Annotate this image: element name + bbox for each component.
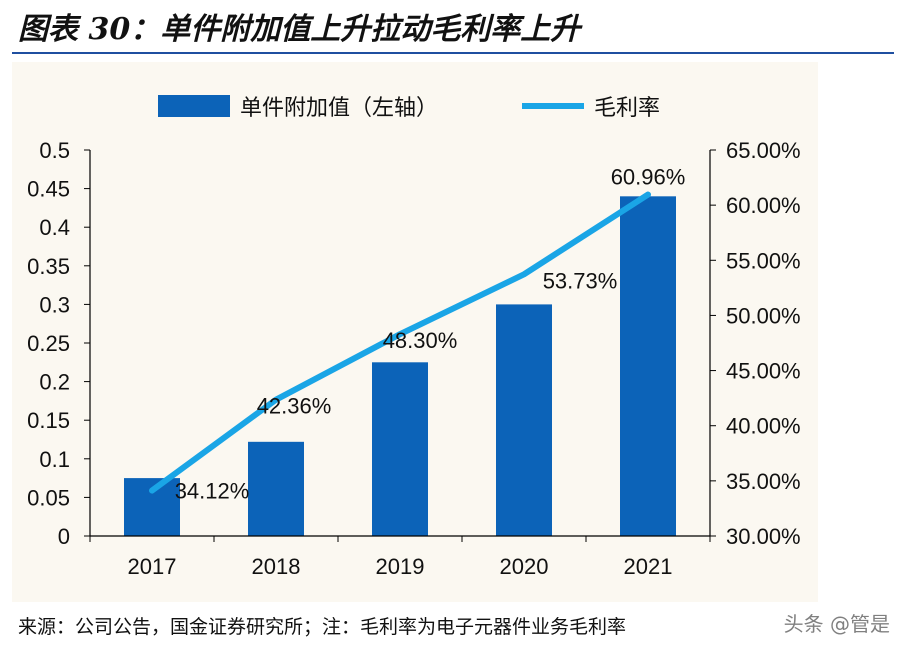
line-gross-margin [149, 191, 651, 494]
right-tick-label: 60.00% [726, 193, 801, 218]
bar-2021 [620, 196, 676, 536]
x-tick-label-2020: 2020 [500, 554, 549, 579]
left-tick-label: 0.4 [39, 215, 70, 240]
figure-title: 图表 30：单件附加值上升拉动毛利率上升 [18, 12, 581, 47]
left-tick-label: 0.15 [27, 408, 70, 433]
right-tick-label: 35.00% [726, 469, 801, 494]
x-tick-label-2017: 2017 [128, 554, 177, 579]
title-divider [12, 52, 894, 54]
source-note: 来源：公司公告，国金证券研究所；注：毛利率为电子元器件业务毛利率 [18, 616, 627, 638]
legend-bar-swatch [158, 95, 230, 117]
right-tick-label: 30.00% [726, 524, 801, 549]
left-tick-label: 0.1 [39, 447, 70, 472]
bar-2017 [124, 478, 180, 536]
axes-layer: 0 0.05 0.1 0.15 0.2 0.25 0.3 0.35 0.4 0.45 0.5 30.0… [27, 138, 800, 579]
bar-2018 [248, 441, 304, 536]
right-tick-label: 50.00% [726, 303, 801, 328]
left-tick-label: 0 [58, 524, 70, 549]
bar-2019 [372, 362, 428, 536]
line-data-label-2018: 42.36% [257, 394, 332, 419]
left-tick-label: 0.5 [39, 138, 70, 163]
line-data-label-2020: 53.73% [543, 268, 618, 293]
left-tick-label: 0.25 [27, 331, 70, 356]
chart-svg: 单件附加值（左轴） 毛利率 00.050.10.150.20.250.30.350… [27, 95, 801, 579]
bar-2020 [496, 304, 552, 536]
chart-panel: 单件附加值（左轴） 毛利率 0 0.05 0.1 0.15 0.2 0.25 0.3 0.35 0… [12, 62, 818, 602]
line-data-label-2021: 60.96% [611, 165, 686, 190]
left-tick-label: 0.35 [27, 254, 70, 279]
left-tick-label: 0.2 [39, 370, 70, 395]
legend-line-label: 毛利率 [594, 96, 660, 121]
right-tick-label: 40.00% [726, 414, 801, 439]
right-tick-label: 65.00% [726, 138, 801, 163]
bars-layer [124, 196, 676, 536]
legend-bar-label: 单件附加值（左轴） [240, 96, 438, 121]
chart-legend: 单件附加值（左轴） 毛利率 [158, 95, 660, 121]
x-tick-label-2019: 2019 [376, 554, 425, 579]
right-tick-label: 55.00% [726, 248, 801, 273]
left-tick-label: 0.3 [39, 292, 70, 317]
right-tick-label: 45.00% [726, 359, 801, 384]
line-layer [149, 191, 651, 494]
x-tick-label-2021: 2021 [624, 554, 673, 579]
line-data-label-2017: 34.12% [175, 479, 250, 504]
labels-layer: 34.12% 42.36% 48.30% 53.73% 60.96% [175, 165, 686, 504]
x-tick-label-2018: 2018 [252, 554, 301, 579]
left-tick-label: 0.45 [27, 177, 70, 202]
left-tick-label: 0.05 [27, 485, 70, 510]
line-data-label-2019: 48.30% [383, 328, 458, 353]
watermark-text: 头条 @管是 [783, 612, 890, 636]
